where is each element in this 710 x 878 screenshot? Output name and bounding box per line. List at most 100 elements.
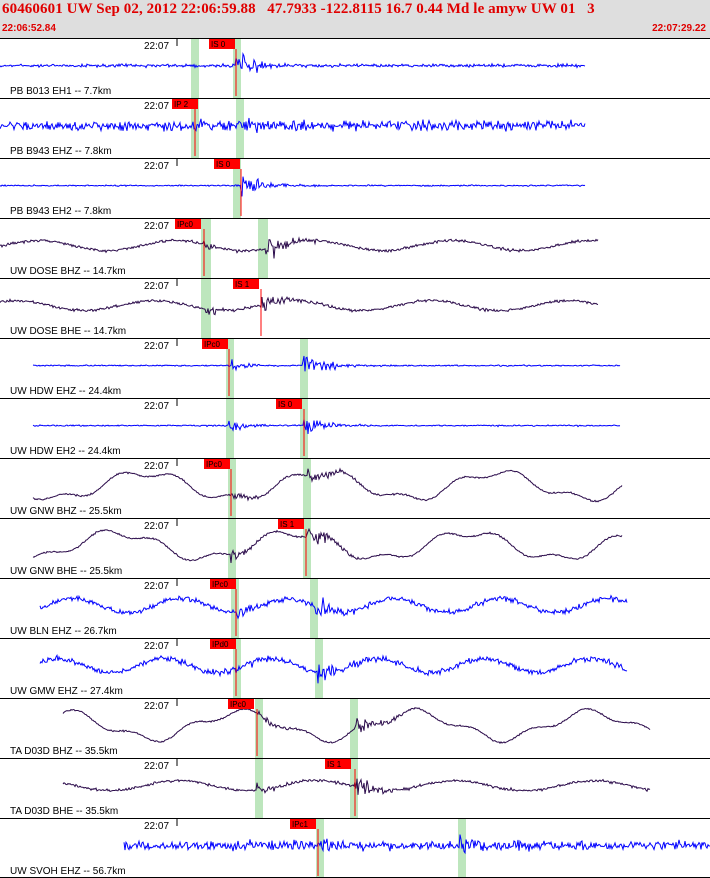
station-channel-label: UW BLN EHZ -- 26.7km — [10, 626, 117, 637]
trace-panel[interactable]: 22:07 IS 0 PB B943 EH2 -- 7.8km — [0, 158, 710, 218]
trace-panel[interactable]: 22:07 IPc0 UW HDW EHZ -- 24.4km — [0, 338, 710, 398]
phase-window-band — [303, 459, 311, 518]
station-channel-label: UW SVOH EHZ -- 56.7km — [10, 866, 126, 877]
phase-window-band — [236, 99, 244, 158]
waveform-trace — [0, 176, 586, 197]
minute-time-label: 22:07 — [144, 281, 169, 292]
minute-time-label: 22:07 — [144, 521, 169, 532]
phase-pick-label: IS 0 — [216, 160, 231, 169]
station-channel-label: PB B943 EHZ -- 7.8km — [10, 146, 112, 157]
phase-pick-label: IPc0 — [177, 220, 194, 229]
phase-pick-box[interactable] — [228, 699, 254, 709]
event-header: 60460601 UW Sep 02, 2012 22:06:59.88 47.… — [0, 0, 710, 38]
phase-window-band — [258, 219, 268, 278]
phase-window-band — [233, 39, 241, 98]
phase-pick-label: IS 1 — [280, 520, 295, 529]
trace-panel[interactable]: 22:07 IPc0 UW GNW BHZ -- 25.5km — [0, 458, 710, 518]
phase-window-band — [316, 819, 324, 878]
minute-time-label: 22:07 — [144, 461, 169, 472]
trace-panel[interactable]: 22:07 IS 0 UW HDW EH2 -- 24.4km — [0, 398, 710, 458]
phase-pick-label: IPc1 — [292, 820, 309, 829]
trace-panel[interactable]: 22:07 IPd0 UW GMW EHZ -- 27.4km — [0, 638, 710, 698]
phase-pick-label: IS 0 — [278, 400, 293, 409]
minute-time-label: 22:07 — [144, 761, 169, 772]
phase-window-band — [201, 279, 211, 338]
trace-panel[interactable]: 22:07 IS 1 UW DOSE BHE -- 14.7km — [0, 278, 710, 338]
trace-panel[interactable]: 22:07 IS 1 UW GNW BHE -- 25.5km — [0, 518, 710, 578]
waveform-trace — [32, 355, 621, 372]
phase-pick-label: IPc0 — [212, 580, 229, 589]
station-channel-label: UW GNW BHZ -- 25.5km — [10, 506, 122, 517]
phase-window-band — [310, 579, 318, 638]
phase-pick-label: IS 1 — [327, 760, 342, 769]
phase-pick-box[interactable] — [175, 219, 201, 229]
phase-pick-box[interactable] — [209, 39, 235, 49]
phase-pick-box[interactable] — [278, 519, 304, 529]
phase-window-band — [300, 339, 308, 398]
minute-time-label: 22:07 — [144, 701, 169, 712]
trace-panel[interactable]: 22:07 IS 0 PB B013 EH1 -- 7.7km — [0, 38, 710, 98]
waveform-trace — [123, 834, 710, 855]
phase-window-band — [201, 219, 211, 278]
minute-time-label: 22:07 — [144, 581, 169, 592]
waveform-trace — [62, 778, 651, 795]
waveform-trace — [32, 419, 621, 434]
window-end-time: 22:07:29.22 — [652, 23, 706, 34]
waveform-trace — [39, 654, 628, 684]
trace-panel[interactable]: 22:07 IPc0 UW DOSE BHZ -- 14.7km — [0, 218, 710, 278]
station-channel-label: PB B013 EH1 -- 7.7km — [10, 86, 111, 97]
station-channel-label: UW DOSE BHE -- 14.7km — [10, 326, 126, 337]
phase-pick-box[interactable] — [210, 579, 236, 589]
trace-panel[interactable]: 22:07 IS 1 TA D03D BHE -- 35.5km — [0, 758, 710, 818]
phase-pick-box[interactable] — [204, 459, 230, 469]
phase-pick-box[interactable] — [202, 339, 228, 349]
phase-window-band — [233, 159, 241, 218]
phase-window-band — [228, 519, 236, 578]
phase-window-band — [228, 459, 236, 518]
phase-pick-box[interactable] — [276, 399, 302, 409]
trace-panel[interactable]: 22:07 IPc1 UW SVOH EHZ -- 56.7km — [0, 818, 710, 878]
waveform-trace — [62, 707, 651, 745]
phase-window-band — [233, 639, 241, 698]
minute-time-label: 22:07 — [144, 221, 169, 232]
waveform-trace — [39, 594, 628, 620]
phase-window-band — [226, 399, 234, 458]
station-channel-label: UW GMW EHZ -- 27.4km — [10, 686, 123, 697]
phase-window-band — [350, 759, 358, 818]
phase-pick-box[interactable] — [210, 639, 236, 649]
waveform-trace — [0, 236, 599, 259]
station-channel-label: UW HDW EHZ -- 24.4km — [10, 386, 121, 397]
phase-pick-label: IS 0 — [211, 40, 226, 49]
phase-window-band — [255, 759, 263, 818]
waveform-trace — [32, 467, 623, 503]
phase-pick-box[interactable] — [172, 99, 198, 109]
waveform-trace — [0, 117, 586, 134]
phase-window-band — [303, 519, 311, 578]
phase-pick-box[interactable] — [290, 819, 316, 829]
phase-pick-label: IPd0 — [212, 640, 229, 649]
phase-pick-label: IPc0 — [204, 340, 221, 349]
station-channel-label: PB B943 EH2 -- 7.8km — [10, 206, 111, 217]
minute-time-label: 22:07 — [144, 161, 169, 172]
minute-time-label: 22:07 — [144, 641, 169, 652]
phase-pick-box[interactable] — [325, 759, 351, 769]
phase-window-band — [226, 339, 234, 398]
minute-time-label: 22:07 — [144, 41, 169, 52]
phase-pick-label: IP 2 — [174, 100, 189, 109]
phase-pick-box[interactable] — [214, 159, 240, 169]
waveform-trace — [32, 527, 623, 564]
station-channel-label: UW GNW BHE -- 25.5km — [10, 566, 122, 577]
trace-panel[interactable]: 22:07 IPc0 TA D03D BHZ -- 35.5km — [0, 698, 710, 758]
window-start-time: 22:06:52.84 — [2, 23, 56, 34]
phase-pick-label: IPc0 — [230, 700, 247, 709]
trace-panel[interactable]: 22:07 IPc0 UW BLN EHZ -- 26.7km — [0, 578, 710, 638]
trace-panel[interactable]: 22:07 IP 2 PB B943 EHZ -- 7.8km — [0, 98, 710, 158]
station-channel-label: UW DOSE BHZ -- 14.7km — [10, 266, 126, 277]
phase-pick-box[interactable] — [233, 279, 259, 289]
minute-time-label: 22:07 — [144, 341, 169, 352]
phase-window-band — [231, 579, 239, 638]
waveform-trace — [0, 51, 586, 73]
phase-pick-label: IPc0 — [206, 460, 223, 469]
minute-time-label: 22:07 — [144, 101, 169, 112]
